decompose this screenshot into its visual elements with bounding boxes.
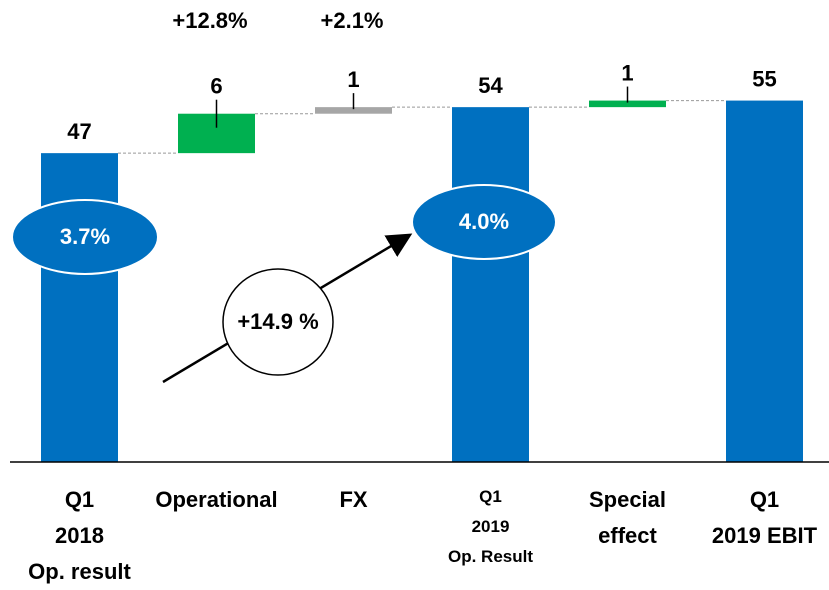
value-label: 1 [621, 60, 633, 85]
annotation: 3.7% [60, 224, 110, 249]
x-tick-label: FX [274, 482, 434, 518]
value-label: 54 [478, 73, 503, 98]
value-label: 1 [347, 67, 359, 92]
annotation: 4.0% [459, 209, 509, 234]
x-tick-label: Q1 2019 Op. Result [411, 482, 571, 572]
value-label: 55 [752, 66, 776, 91]
annotation: +12.8% [172, 8, 247, 33]
value-label: 6 [210, 74, 222, 99]
bar [452, 107, 529, 462]
value-label: 47 [67, 119, 91, 144]
bar [726, 101, 803, 462]
x-tick-label: Operational [137, 482, 297, 518]
marks [41, 87, 803, 462]
annotation: +14.9 % [237, 309, 318, 334]
x-tick-label: Special effect [548, 482, 708, 554]
x-tick-label: Q1 2019 EBIT [685, 482, 829, 554]
annotation: +2.1% [321, 8, 384, 33]
